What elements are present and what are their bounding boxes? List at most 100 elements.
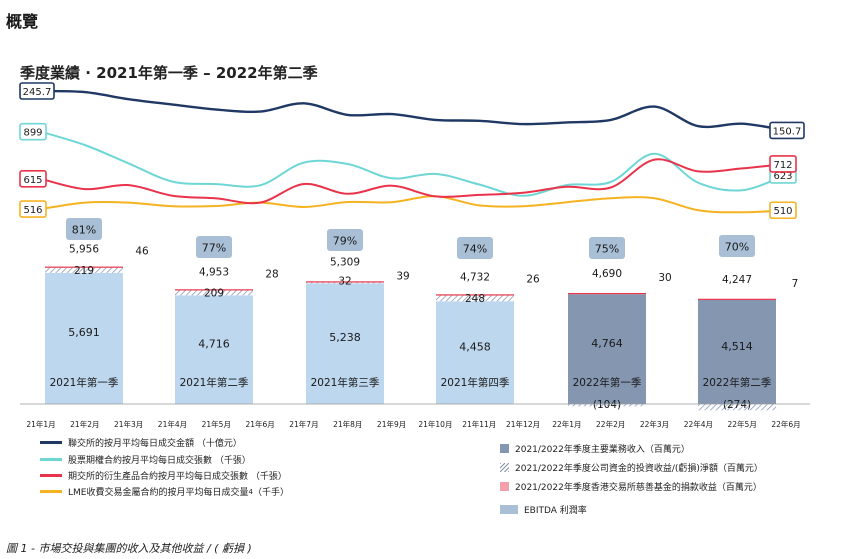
month-tick-label: 21年6月 xyxy=(245,419,274,429)
bar-category-label: 2022年第二季 xyxy=(703,376,772,389)
line-start-box xyxy=(19,200,47,218)
bar-charity xyxy=(568,292,646,295)
bar-investment xyxy=(45,267,123,273)
investment-label: (274) xyxy=(723,399,751,411)
bar-investment-negative xyxy=(568,404,646,407)
ebitda-badge xyxy=(719,235,755,257)
month-tick-label: 21年9月 xyxy=(377,419,406,429)
legend-swatch xyxy=(500,505,518,514)
ebitda-value: 77% xyxy=(202,242,226,255)
month-tick-label: 22年6月 xyxy=(771,419,800,429)
legend-label: 2021/2022年季度主要業務收入（百萬元） xyxy=(515,445,690,455)
month-tick-label: 21年2月 xyxy=(70,419,99,429)
bar-category-label: 2021年第一季 xyxy=(50,376,119,389)
month-tick-label: 22年3月 xyxy=(640,419,669,429)
month-tick-label: 22年2月 xyxy=(596,419,625,429)
bar-core xyxy=(568,294,646,404)
bar-category-label: 2021年第三季 xyxy=(311,376,380,389)
charity-label: 39 xyxy=(396,270,409,282)
legend-investment: 2021/2022年季度公司資金的投資收益/(虧損)淨額（百萬元） xyxy=(500,461,763,474)
bar-core xyxy=(306,283,384,404)
line-end-box xyxy=(769,121,805,140)
line-start-label: 516 xyxy=(23,205,42,216)
bar-charity xyxy=(436,294,514,296)
bar-core xyxy=(698,299,776,404)
investment-label: 209 xyxy=(204,287,224,299)
line-start-box xyxy=(19,122,47,141)
ebitda-badge xyxy=(196,236,232,258)
page-heading: 概覽 xyxy=(6,12,39,31)
legend-label-unit: （千手） xyxy=(252,488,289,498)
line-hkex_turnover xyxy=(39,89,788,132)
legend-ebitda: EBITDA 利潤率 xyxy=(500,503,587,516)
charity-label: 26 xyxy=(526,273,540,285)
legend-charity: 2021/2022年季度香港交易所慈善基金的捐款收益（百萬元） xyxy=(500,480,762,493)
ebitda-value: 74% xyxy=(463,243,487,256)
total-label: 4,690 xyxy=(592,268,622,280)
ebitda-value: 75% xyxy=(595,243,619,256)
legend-options: 股票期權合約按月平均每日成交張數 （千張） xyxy=(40,453,251,466)
legend-label: 2021/2022年季度公司資金的投資收益/(虧損)淨額（百萬元） xyxy=(515,464,763,474)
line-end-label: 510 xyxy=(773,206,792,217)
chart-title: 季度業績 · 2021年第一季 – 2022年第二季 xyxy=(20,64,318,82)
charity-label: 7 xyxy=(792,278,799,290)
month-tick-label: 22年5月 xyxy=(728,419,757,429)
bar-category-label: 2021年第二季 xyxy=(180,376,249,389)
bar-charity xyxy=(306,281,384,283)
month-tick-label: 21年8月 xyxy=(333,419,362,429)
month-tick-label: 21年1月 xyxy=(26,419,55,429)
investment-label: 219 xyxy=(74,265,94,277)
ebitda-badge xyxy=(66,218,102,240)
bar-charity xyxy=(698,298,776,300)
line-end-box xyxy=(769,155,797,173)
legend-swatch xyxy=(40,490,62,493)
ebitda-badge xyxy=(589,237,625,259)
bar-charity xyxy=(45,266,123,268)
legend-swatch xyxy=(500,444,509,453)
month-tick-label: 21年4月 xyxy=(158,419,187,429)
line-derivatives xyxy=(40,158,787,205)
month-tick-label: 21年3月 xyxy=(114,419,143,429)
line-start-label: 245.7 xyxy=(23,87,52,98)
total-label: 4,247 xyxy=(722,274,752,286)
month-tick-label: 21年11月 xyxy=(462,419,496,429)
month-tick-label: 21年7月 xyxy=(289,419,318,429)
line-end-box xyxy=(769,201,797,220)
legend-swatch xyxy=(500,463,509,472)
bar-value-label: 4,764 xyxy=(591,337,623,350)
legend-label: LME收費交易金屬合約的按月平均每日成交量 xyxy=(68,488,249,498)
bar-investment xyxy=(436,295,514,302)
bar-core xyxy=(45,272,123,404)
line-end-label: 712 xyxy=(773,160,792,171)
month-tick-label: 21年10月 xyxy=(418,419,452,429)
bar-core xyxy=(175,295,253,404)
ebitda-badge xyxy=(327,229,363,251)
bar-category-label: 2021年第四季 xyxy=(441,376,510,389)
legend-swatch xyxy=(500,482,509,491)
legend-label: 股票期權合約按月平均每日成交張數 （千張） xyxy=(68,456,251,466)
bar-value-label: 4,716 xyxy=(198,337,230,350)
line-start-label: 615 xyxy=(23,175,42,186)
legend-label: 期交所的衍生產品合約按月平均每日成交張數 （千張） xyxy=(68,472,287,482)
total-label: 4,732 xyxy=(460,271,490,283)
investment-label: 32 xyxy=(338,275,351,287)
investment-label: (104) xyxy=(593,399,621,411)
legend-derivatives: 期交所的衍生產品合約按月平均每日成交張數 （千張） xyxy=(40,469,287,482)
legend-core-revenue: 2021/2022年季度主要業務收入（百萬元） xyxy=(500,442,690,455)
legend-footnote: 4 xyxy=(248,487,253,496)
bar-value-label: 5,238 xyxy=(329,331,361,344)
line-start-box xyxy=(19,82,55,100)
legend-swatch xyxy=(40,458,62,461)
legend-swatch xyxy=(40,441,62,444)
month-tick-label: 21年5月 xyxy=(202,419,231,429)
bar-charity xyxy=(175,289,253,291)
ebitda-value: 79% xyxy=(333,235,357,248)
total-label: 4,953 xyxy=(199,266,229,278)
bar-core xyxy=(436,301,514,404)
line-lme xyxy=(40,195,787,214)
ebitda-value: 70% xyxy=(725,241,749,254)
bar-investment-negative xyxy=(698,404,776,411)
bar-value-label: 5,691 xyxy=(68,326,100,339)
bar-value-label: 4,458 xyxy=(459,341,491,354)
bar-value-label: 4,514 xyxy=(721,340,753,353)
